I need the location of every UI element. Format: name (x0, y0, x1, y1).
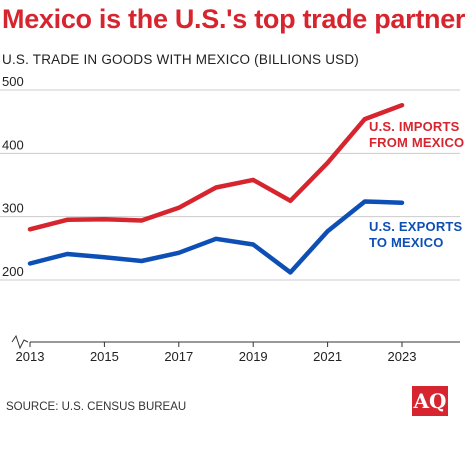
y-tick-label-400: 400 (2, 137, 24, 152)
aq-logo: AQ (412, 386, 448, 416)
series-label-imports-line-1: U.S. IMPORTS (369, 119, 460, 134)
series-label-exports-line-1: U.S. EXPORTS (369, 219, 463, 234)
x-tick-label-2013: 2013 (16, 349, 45, 364)
y-tick-label-300: 300 (2, 201, 24, 216)
chart-title: Mexico is the U.S.'s top trade partner (2, 4, 466, 34)
source-note: SOURCE: U.S. CENSUS BUREAU (6, 401, 187, 413)
x-tick-label-2021: 2021 (313, 349, 342, 364)
x-tick-label-2023: 2023 (388, 349, 417, 364)
x-tick-label-2019: 2019 (239, 349, 268, 364)
series-line-imports (27, 102, 405, 232)
y-tick-label-500: 500 (2, 74, 24, 89)
series-label-exports-line-2: TO MEXICO (369, 235, 444, 250)
chart-subtitle: U.S. TRADE IN GOODS WITH MEXICO (BILLION… (2, 52, 359, 67)
axis-break-icon (11, 334, 29, 350)
y-tick-label-200: 200 (2, 264, 24, 279)
x-tick-label-2017: 2017 (164, 349, 193, 364)
series-line-exports (27, 199, 405, 275)
x-tick-label-2015: 2015 (90, 349, 119, 364)
series-label-imports-line-2: FROM MEXICO (369, 135, 464, 150)
